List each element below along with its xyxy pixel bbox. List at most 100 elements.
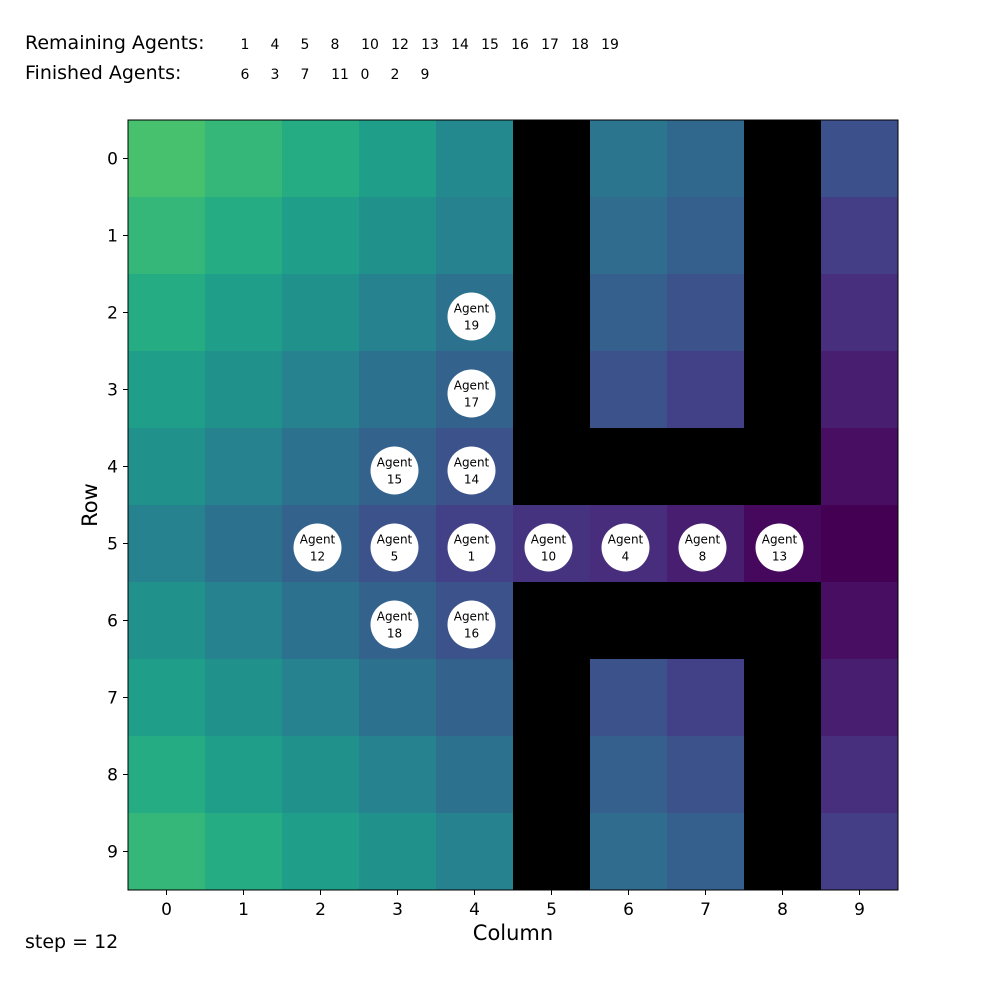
agent-label: Agent xyxy=(608,533,644,547)
floor-cell xyxy=(205,274,283,352)
agent-label: Agent xyxy=(685,533,721,547)
finished-agent-id: 0 xyxy=(360,67,370,83)
agent-label: Agent xyxy=(377,610,413,624)
agent-token: Agent 10 xyxy=(524,523,573,572)
y-tick-label: 2 xyxy=(107,304,118,324)
wall-cell xyxy=(744,736,822,814)
wall-cell xyxy=(667,582,745,660)
agent-id: 16 xyxy=(464,627,479,641)
remaining-agent-id: 19 xyxy=(601,37,619,53)
floor-cell xyxy=(821,813,899,891)
remaining-agent-id: 5 xyxy=(300,37,310,53)
floor-cell xyxy=(282,351,360,429)
x-axis-label: Column xyxy=(473,921,553,945)
floor-cell xyxy=(359,120,437,198)
agent-token: Agent 19 xyxy=(447,292,496,341)
wall-cell xyxy=(744,197,822,275)
floor-cell xyxy=(667,351,745,429)
x-tick-label: 6 xyxy=(623,900,634,920)
wall-cell xyxy=(513,659,591,737)
floor-cell xyxy=(359,197,437,275)
agent-marker xyxy=(447,523,496,572)
floor-cell xyxy=(128,120,206,198)
x-tick-label: 9 xyxy=(854,900,865,920)
floor-cell xyxy=(436,659,514,737)
agent-token: Agent 4 xyxy=(601,523,650,572)
agent-label: Agent xyxy=(377,456,413,470)
floor-cell xyxy=(821,274,899,352)
agent-marker xyxy=(370,446,419,495)
finished-agent-id: 11 xyxy=(331,67,349,83)
agent-id: 14 xyxy=(464,473,479,487)
agent-label: Agent xyxy=(454,456,490,470)
floor-cell xyxy=(282,428,360,506)
agent-token: Agent 14 xyxy=(447,446,496,495)
floor-cell xyxy=(128,197,206,275)
agent-marker xyxy=(678,523,727,572)
x-tick-label: 2 xyxy=(315,900,326,920)
floor-cell xyxy=(667,120,745,198)
floor-cell xyxy=(590,197,668,275)
wall-cell xyxy=(513,428,591,506)
agent-marker xyxy=(524,523,573,572)
x-tick-label: 4 xyxy=(469,900,480,920)
x-tick-label: 8 xyxy=(777,900,788,920)
floor-cell xyxy=(205,120,283,198)
agent-token: Agent 15 xyxy=(370,446,419,495)
floor-cell xyxy=(359,813,437,891)
board-border xyxy=(127,119,899,891)
agent-id: 19 xyxy=(464,319,479,333)
agent-token: Agent 5 xyxy=(370,523,419,572)
wall-cell xyxy=(513,351,591,429)
floor-cell xyxy=(128,274,206,352)
wall-cell xyxy=(513,813,591,891)
y-tick-label: 4 xyxy=(107,458,118,478)
floor-cell xyxy=(821,351,899,429)
finished-agent-id: 6 xyxy=(240,67,250,83)
floor-cell xyxy=(436,813,514,891)
floor-cell xyxy=(128,505,206,583)
x-tick-label: 0 xyxy=(161,900,172,920)
floor-cell xyxy=(667,274,745,352)
remaining-agent-id: 18 xyxy=(571,37,589,53)
agent-label: Agent xyxy=(454,610,490,624)
floor-cell xyxy=(821,659,899,737)
agent-label: Agent xyxy=(531,533,567,547)
remaining-agent-id: 15 xyxy=(481,37,499,53)
agent-marker xyxy=(447,600,496,649)
y-tick-label: 6 xyxy=(107,612,118,632)
floor-cell xyxy=(667,659,745,737)
y-tick-label: 3 xyxy=(107,381,118,401)
finished-agent-id: 9 xyxy=(420,67,430,83)
floor-cell xyxy=(205,659,283,737)
finished-agents-label: Finished Agents: xyxy=(25,62,182,84)
wall-cell xyxy=(744,813,822,891)
step-counter: step = 12 xyxy=(25,931,119,953)
floor-cell xyxy=(667,813,745,891)
wall-cell xyxy=(744,582,822,660)
floor-cell xyxy=(590,351,668,429)
floor-cell xyxy=(436,197,514,275)
agent-id: 18 xyxy=(387,627,402,641)
agent-id: 1 xyxy=(468,550,476,564)
agent-id: 15 xyxy=(387,473,402,487)
agent-marker xyxy=(601,523,650,572)
floor-cell xyxy=(128,813,206,891)
wall-cell xyxy=(744,274,822,352)
wall-cell xyxy=(744,659,822,737)
wall-cell xyxy=(744,351,822,429)
floor-cell xyxy=(205,736,283,814)
floor-cell xyxy=(436,736,514,814)
agent-marker xyxy=(755,523,804,572)
wall-cell xyxy=(513,736,591,814)
floor-cell xyxy=(282,120,360,198)
remaining-agent-id: 17 xyxy=(541,37,559,53)
floor-cell xyxy=(282,274,360,352)
agent-id: 12 xyxy=(310,550,325,564)
agent-id: 8 xyxy=(699,550,707,564)
agent-id: 4 xyxy=(622,550,630,564)
wall-cell xyxy=(513,274,591,352)
remaining-agent-id: 16 xyxy=(511,37,529,53)
floor-cell xyxy=(359,659,437,737)
